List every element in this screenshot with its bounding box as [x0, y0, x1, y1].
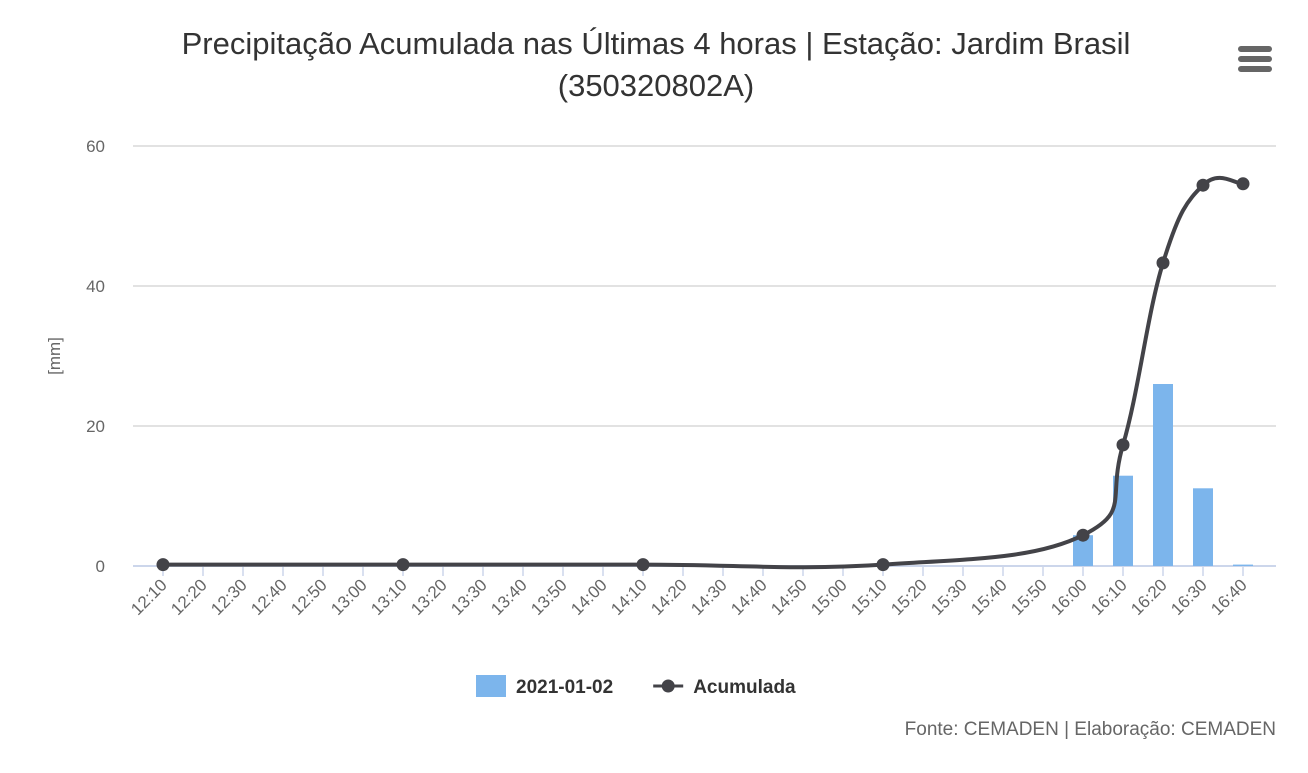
x-tick-label: 13:40 [487, 575, 531, 619]
x-tick-label: 12:30 [207, 575, 251, 619]
bar [1073, 535, 1093, 566]
legend-item[interactable]: 2021-01-02 [476, 675, 613, 698]
x-tick-label: 13:10 [367, 575, 411, 619]
x-tick-label: 13:20 [407, 575, 451, 619]
marker [1236, 177, 1250, 191]
chart-subtitle: (350320802A) [558, 68, 755, 103]
bar [1113, 475, 1133, 566]
y-tick-label: 0 [96, 557, 105, 576]
legend-symbol [661, 679, 675, 693]
marker [1116, 438, 1130, 452]
x-tick-label: 12:40 [247, 575, 291, 619]
x-tick-label: 14:10 [607, 575, 651, 619]
marker [156, 558, 170, 572]
marker [1156, 256, 1170, 270]
marker [1196, 178, 1210, 192]
y-axis-title: [mm] [45, 337, 64, 375]
line [163, 175, 1244, 570]
bar [1153, 384, 1173, 566]
x-tick-label: 14:30 [687, 575, 731, 619]
x-tick-label: 15:00 [807, 575, 851, 619]
marker [1076, 528, 1090, 542]
x-tick-label: 15:20 [887, 575, 931, 619]
x-tick-label: 12:50 [287, 575, 331, 619]
x-tick-label: 15:30 [927, 575, 971, 619]
x-tick-label: 16:30 [1167, 575, 1211, 619]
x-tick-label: 14:50 [767, 575, 811, 619]
marker [396, 558, 410, 572]
bar [1193, 488, 1213, 566]
x-tick-label: 16:10 [1087, 575, 1131, 619]
legend-label: Acumulada [693, 677, 796, 698]
x-tick-label: 16:40 [1207, 575, 1251, 619]
legend-item[interactable]: Acumulada [653, 677, 796, 698]
legend-label: 2021-01-02 [516, 677, 613, 698]
legend-symbol [476, 675, 506, 697]
bar [1233, 564, 1253, 566]
x-tick-label: 15:50 [1007, 575, 1051, 619]
x-tick-label: 12:20 [167, 575, 211, 619]
x-tick-label: 12:10 [127, 575, 171, 619]
x-tick-label: 14:20 [647, 575, 691, 619]
y-tick-label: 20 [86, 417, 105, 436]
x-tick-label: 13:30 [447, 575, 491, 619]
x-tick-label: 14:00 [567, 575, 611, 619]
y-tick-label: 40 [86, 277, 105, 296]
chart-title: Precipitação Acumulada nas Últimas 4 hor… [182, 26, 1131, 61]
x-tick-label: 15:40 [967, 575, 1011, 619]
marker [636, 558, 650, 572]
x-tick-label: 14:40 [727, 575, 771, 619]
x-tick-label: 16:20 [1127, 575, 1171, 619]
x-tick-label: 16:00 [1047, 575, 1091, 619]
x-tick-label: 15:10 [847, 575, 891, 619]
credits: Fonte: CEMADEN | Elaboração: CEMADEN [905, 719, 1276, 740]
marker [876, 558, 890, 572]
x-tick-label: 13:50 [527, 575, 571, 619]
menu-button[interactable] [1238, 46, 1272, 72]
y-tick-label: 60 [86, 137, 105, 156]
x-tick-label: 13:00 [327, 575, 371, 619]
